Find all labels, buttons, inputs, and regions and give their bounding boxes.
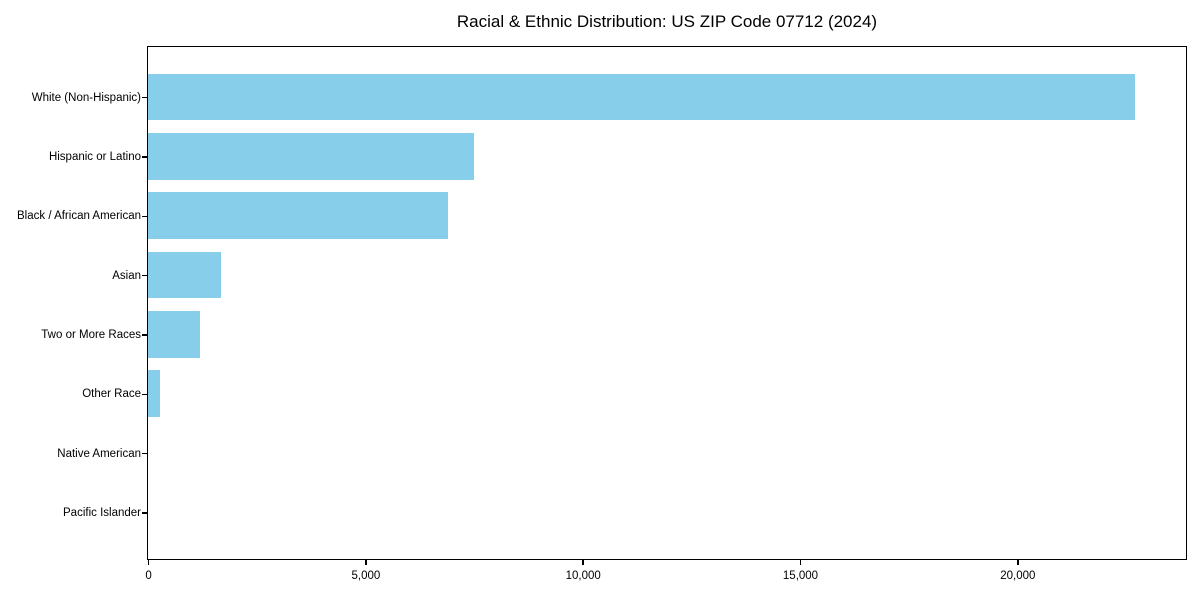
x-tick-mark <box>799 560 802 565</box>
y-tick-mark <box>142 274 147 277</box>
y-tick-label: Asian <box>112 269 141 282</box>
bar-asian <box>148 251 221 299</box>
y-tick-label: White (Non-Hispanic) <box>31 91 141 104</box>
x-tick-mark <box>365 560 367 565</box>
x-tick-mark <box>1017 560 1019 565</box>
plot-area <box>147 46 1187 560</box>
y-tick-label: Pacific Islander <box>63 507 141 520</box>
y-tick-label: Hispanic or Latino <box>48 150 141 163</box>
y-tick-label: Black / African American <box>17 210 141 223</box>
y-tick-mark <box>142 393 147 396</box>
y-tick-mark <box>142 96 147 99</box>
y-tick-label: Native American <box>57 447 141 460</box>
x-tick-mark <box>582 560 584 565</box>
x-tick-label: 20,000 <box>1000 570 1036 582</box>
bar-white-non-hispanic <box>148 73 1136 121</box>
y-tick-mark <box>142 452 147 455</box>
bar-other-race <box>148 370 161 418</box>
bar-black-african-american <box>148 192 448 240</box>
y-tick-mark <box>142 512 147 514</box>
x-tick-label: 15,000 <box>782 570 819 582</box>
bar-hispanic-or-latino <box>148 133 474 180</box>
y-tick-mark <box>142 334 147 336</box>
y-tick-label: Other Race <box>82 388 141 401</box>
y-tick-mark <box>142 156 147 158</box>
bar-two-or-more-races <box>148 311 201 358</box>
x-tick-label: 5,000 <box>351 570 381 582</box>
x-tick-label: 10,000 <box>565 570 601 582</box>
y-tick-label: Two or More Races <box>41 329 141 341</box>
chart-title: Racial & Ethnic Distribution: US ZIP Cod… <box>456 12 878 31</box>
x-tick-label: 0 <box>145 570 152 582</box>
x-tick-mark <box>147 560 150 565</box>
y-tick-mark <box>142 215 147 218</box>
